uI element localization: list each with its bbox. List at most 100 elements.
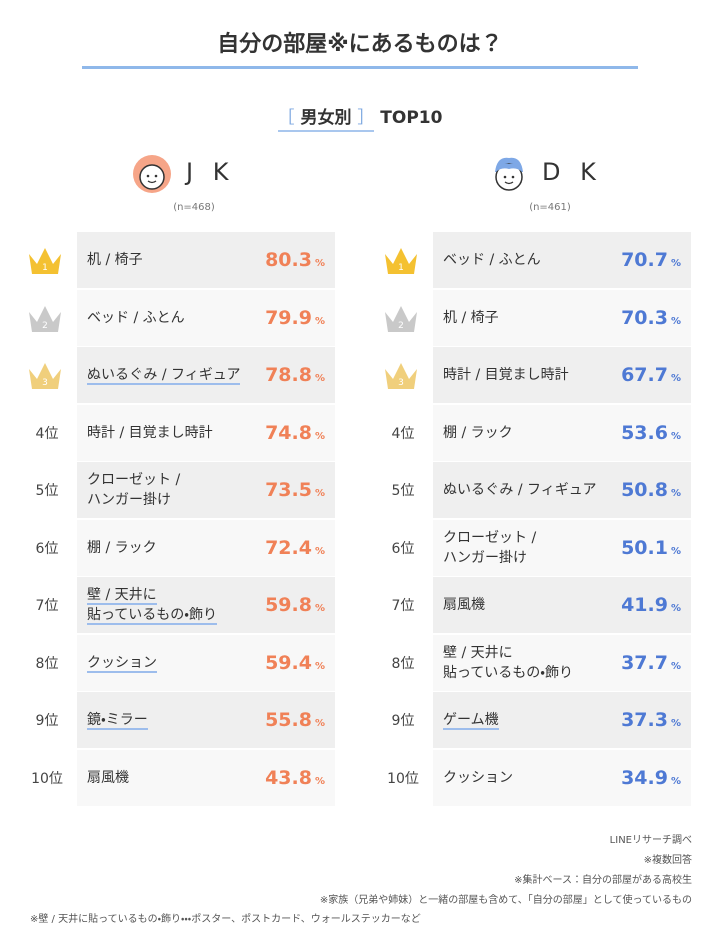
item-text: クッション xyxy=(87,654,157,673)
value-number: 59.4 xyxy=(265,651,312,674)
value-unit: % xyxy=(670,488,681,499)
rank-row: 机 / 椅子 70.3% xyxy=(433,289,691,346)
item-label: クッション xyxy=(443,768,513,788)
item-label: 壁 / 天井に 貼っているもの・飾り xyxy=(443,643,573,683)
rank: 5位 xyxy=(391,483,415,499)
value: 34.9% xyxy=(621,767,681,789)
value: 73.5% xyxy=(265,479,325,501)
title: 自分の部屋※にあるものは？ xyxy=(217,32,503,57)
crown: 1 xyxy=(29,248,61,274)
value-number: 34.9 xyxy=(621,766,668,789)
value: 72.4% xyxy=(265,537,325,559)
value: 50.8% xyxy=(621,479,681,501)
subtitle: ［ 男女別 ］ TOP10 xyxy=(0,103,720,132)
subtitle-tail: TOP10 xyxy=(380,108,443,128)
value: 37.3% xyxy=(621,709,681,731)
item-text: 壁 / 天井に 貼っているもの・飾り xyxy=(443,644,574,681)
value-number: 55.8 xyxy=(265,709,312,731)
rank: 7位 xyxy=(391,598,415,614)
item-label: 鏡・ミラー xyxy=(87,710,148,730)
item-text: 棚 / ラック xyxy=(443,424,513,441)
footnote: ※家族（兄弟や姉妹）と一緒の部屋も含めて、「自分の部屋」として使っているもの xyxy=(319,895,692,906)
crown-shape xyxy=(29,305,61,332)
item-label: クローゼット / ハンガー掛け xyxy=(443,528,536,568)
value: 67.7% xyxy=(621,364,681,386)
item-label: ゲーム機 xyxy=(443,710,499,730)
item-label: ベッド / ふとん xyxy=(87,308,185,328)
value-number: 70.7 xyxy=(621,249,668,271)
value: 50.1% xyxy=(621,537,681,559)
value: 41.9% xyxy=(621,594,681,616)
rank: 5位 xyxy=(35,483,59,499)
rank-number: 2 xyxy=(42,321,48,331)
value: 70.3% xyxy=(621,307,681,329)
title-underline xyxy=(82,66,638,69)
value-unit: % xyxy=(670,660,681,672)
item-label: 机 / 椅子 xyxy=(443,308,499,328)
rank-row: ぬいるぐみ / フィギュア 78.8% xyxy=(77,347,335,403)
value: 70.7% xyxy=(621,249,681,271)
item-text: 扇風機 xyxy=(443,597,485,613)
item-text: 扇風機 xyxy=(87,769,129,786)
value-number: 70.3 xyxy=(621,306,668,329)
item-text: クローゼット / ハンガー掛け xyxy=(443,529,537,566)
item-label: クローゼット / ハンガー掛け xyxy=(87,470,180,510)
rank: 6位 xyxy=(35,540,59,557)
item-text: 机 / 椅子 xyxy=(443,309,499,326)
item-label: 扇風機 xyxy=(443,595,485,615)
value-number: 67.7 xyxy=(621,364,668,386)
rank-row: クローゼット / ハンガー掛け 73.5% xyxy=(77,462,335,518)
rank-row: クローゼット / ハンガー掛け 50.1% xyxy=(433,519,691,576)
value-number: 43.8 xyxy=(265,766,312,789)
value: 37.7% xyxy=(621,652,681,674)
value-number: 74.8 xyxy=(265,421,312,444)
rank-row: 鏡・ミラー 55.8% xyxy=(77,692,335,748)
value-unit: % xyxy=(314,258,325,269)
rank-number: 1 xyxy=(42,263,48,273)
sample-size: (n=461) xyxy=(529,202,571,213)
item-label: 壁 / 天井に 貼っているもの・飾り xyxy=(87,585,218,625)
rank: 4位 xyxy=(391,425,415,442)
rank-row: クッション 34.9% xyxy=(433,749,691,806)
item-text: 壁 / 天井に 貼っているもの・飾り xyxy=(87,587,218,625)
rank: 7位 xyxy=(35,598,59,614)
value-number: 80.3 xyxy=(265,249,312,271)
crown-shape xyxy=(385,248,417,274)
item-text: ゲーム機 xyxy=(443,712,499,730)
rank-row: 扇風機 43.8% xyxy=(77,749,335,806)
crown: 3 xyxy=(385,363,417,389)
crown: 3 xyxy=(29,363,61,389)
rank-row: ゲーム機 37.3% xyxy=(433,692,691,748)
value-unit: % xyxy=(314,430,325,442)
item-text: ぬいるぐみ / フィギュア xyxy=(443,482,597,498)
item-label: 扇風機 xyxy=(87,768,129,788)
value-unit: % xyxy=(670,718,681,729)
item-label: 時計 / 目覚まし時計 xyxy=(443,365,569,385)
item-text: 棚 / ラック xyxy=(87,539,157,556)
column-name: J K xyxy=(186,158,235,186)
rank-row: ベッド / ふとん 79.9% xyxy=(77,289,335,346)
rank-number: 3 xyxy=(42,378,48,388)
rank: 10位 xyxy=(31,770,63,787)
item-text: 時計 / 目覚まし時計 xyxy=(87,424,213,441)
rank-number: 3 xyxy=(398,378,404,388)
value-unit: % xyxy=(314,603,325,614)
value: 55.8% xyxy=(265,709,325,731)
rank-row: クッション 59.4% xyxy=(77,634,335,691)
value-unit: % xyxy=(670,545,681,557)
value: 79.9% xyxy=(265,307,325,329)
column-name: D K xyxy=(542,158,602,186)
crown-shape xyxy=(29,248,61,274)
rank-row: 扇風機 41.9% xyxy=(433,577,691,633)
bracket: ］ xyxy=(357,108,375,128)
subtitle-text: 男女別 xyxy=(300,108,352,128)
value-number: 37.7 xyxy=(621,651,668,674)
footnote: ※複数回答 xyxy=(643,855,692,866)
value-unit: % xyxy=(314,660,325,672)
value-number: 79.9 xyxy=(265,306,312,329)
rank: 10位 xyxy=(387,770,419,787)
crown-shape xyxy=(29,363,61,389)
rank-row: 壁 / 天井に 貼っているもの・飾り 37.7% xyxy=(433,634,691,691)
rank-row: 壁 / 天井に 貼っているもの・飾り 59.8% xyxy=(77,577,335,633)
crown-shape xyxy=(385,305,417,332)
